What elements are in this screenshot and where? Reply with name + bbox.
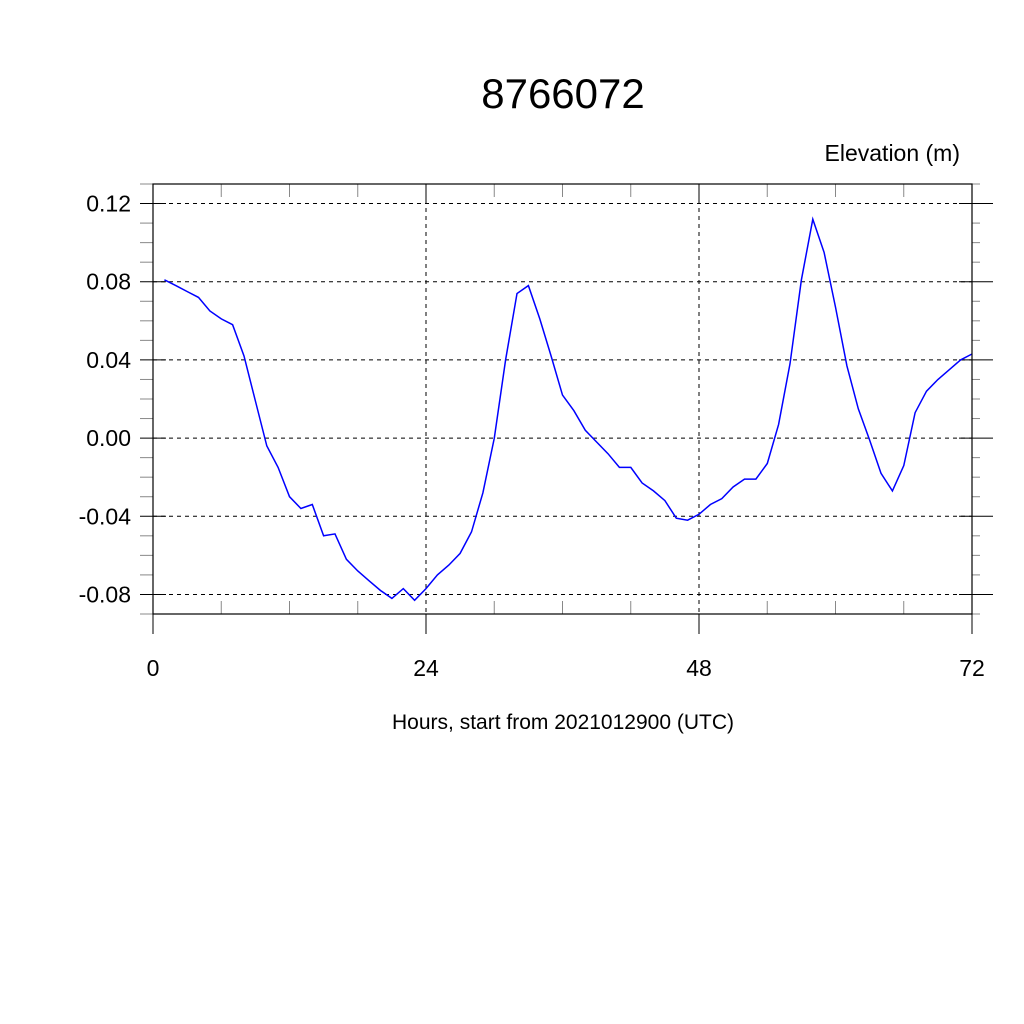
x-tick-label: 72	[959, 655, 985, 681]
grid-lines	[152, 184, 973, 614]
y-tick-label: -0.08	[79, 581, 131, 607]
y-tick-label: 0.00	[86, 425, 131, 451]
y-axis-label: Elevation (m)	[825, 140, 960, 166]
x-tick-label: 24	[413, 655, 439, 681]
y-tick-label: 0.04	[86, 347, 131, 373]
y-tick-label: 0.12	[86, 191, 131, 217]
x-axis-label: Hours, start from 2021012900 (UTC)	[392, 711, 734, 734]
axis-ticks	[140, 183, 993, 634]
x-tick-label: 48	[686, 655, 712, 681]
plot-frame	[152, 183, 973, 615]
y-tick-label: -0.04	[79, 503, 132, 529]
series-layer	[164, 216, 973, 602]
series-line	[164, 216, 973, 602]
y-tick-label: 0.08	[86, 269, 131, 295]
chart-title: 8766072	[481, 70, 645, 117]
x-tick-label: 0	[147, 655, 160, 681]
tick-labels: -0.08 -0.04 0.00 0.04 0.08 0.12 0 24 48 72	[79, 191, 985, 681]
